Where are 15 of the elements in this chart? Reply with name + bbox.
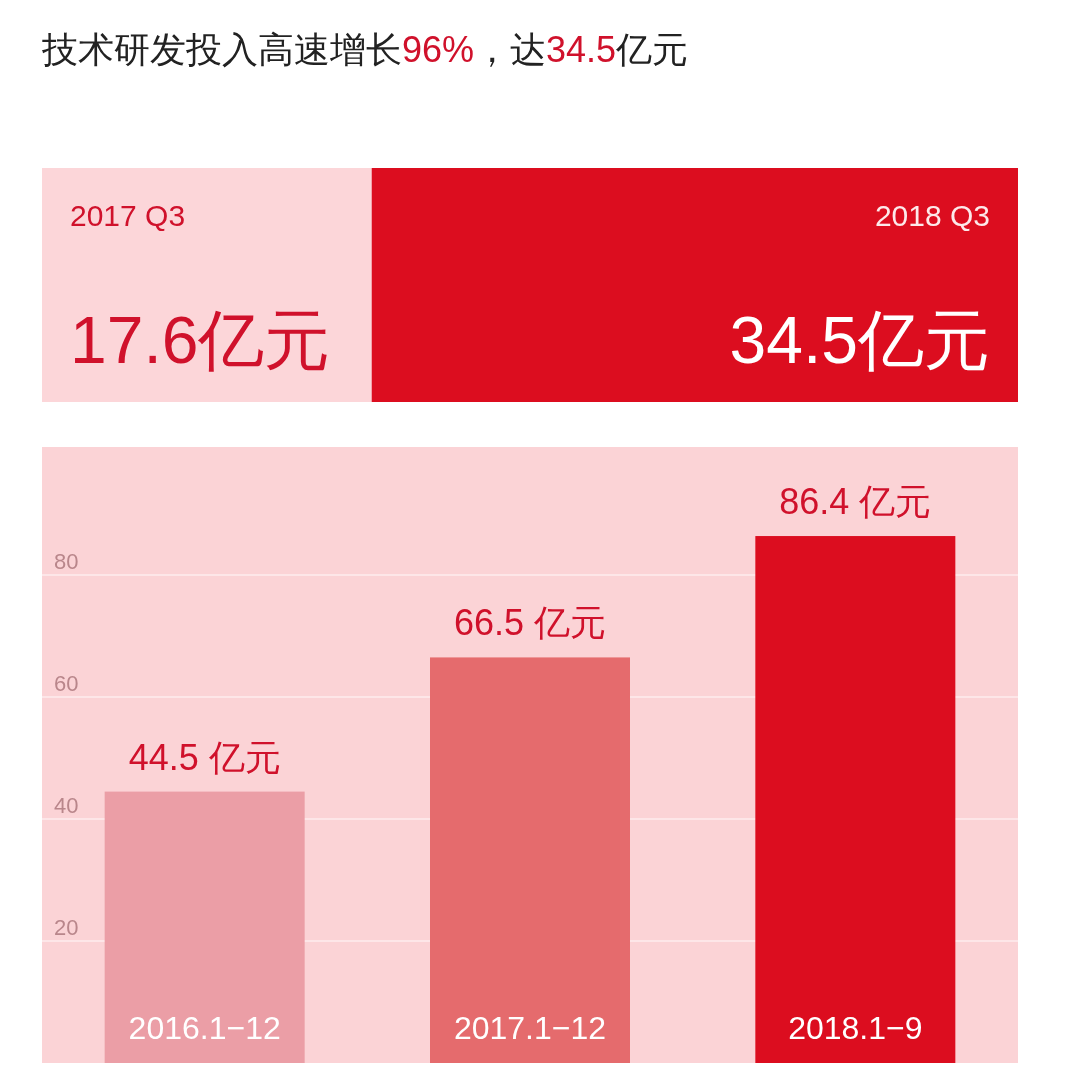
x-tick-label: 2018.1−9 (788, 1010, 923, 1046)
x-tick-label: 2016.1−12 (128, 1010, 281, 1046)
y-tick-label: 80 (54, 549, 79, 575)
data-label: 44.5 亿元 (128, 736, 281, 778)
data-label: 86.4 亿元 (779, 481, 932, 523)
data-label: 66.5 亿元 (453, 602, 607, 644)
series-label: 2018 Q3 (874, 199, 990, 232)
x-tick-label: 2017.1−12 (453, 1010, 607, 1046)
y-tick-label: 60 (54, 671, 79, 697)
chart-title: 技术研发投入高速增长96%，达34.5亿元 (41, 29, 689, 70)
series-label: 2017 Q3 (70, 199, 186, 232)
data-label: 34.5亿元 (729, 303, 990, 377)
y-tick-label: 40 (54, 793, 79, 819)
data-label: 17.6亿元 (70, 303, 331, 377)
y-tick-label: 20 (54, 915, 79, 941)
